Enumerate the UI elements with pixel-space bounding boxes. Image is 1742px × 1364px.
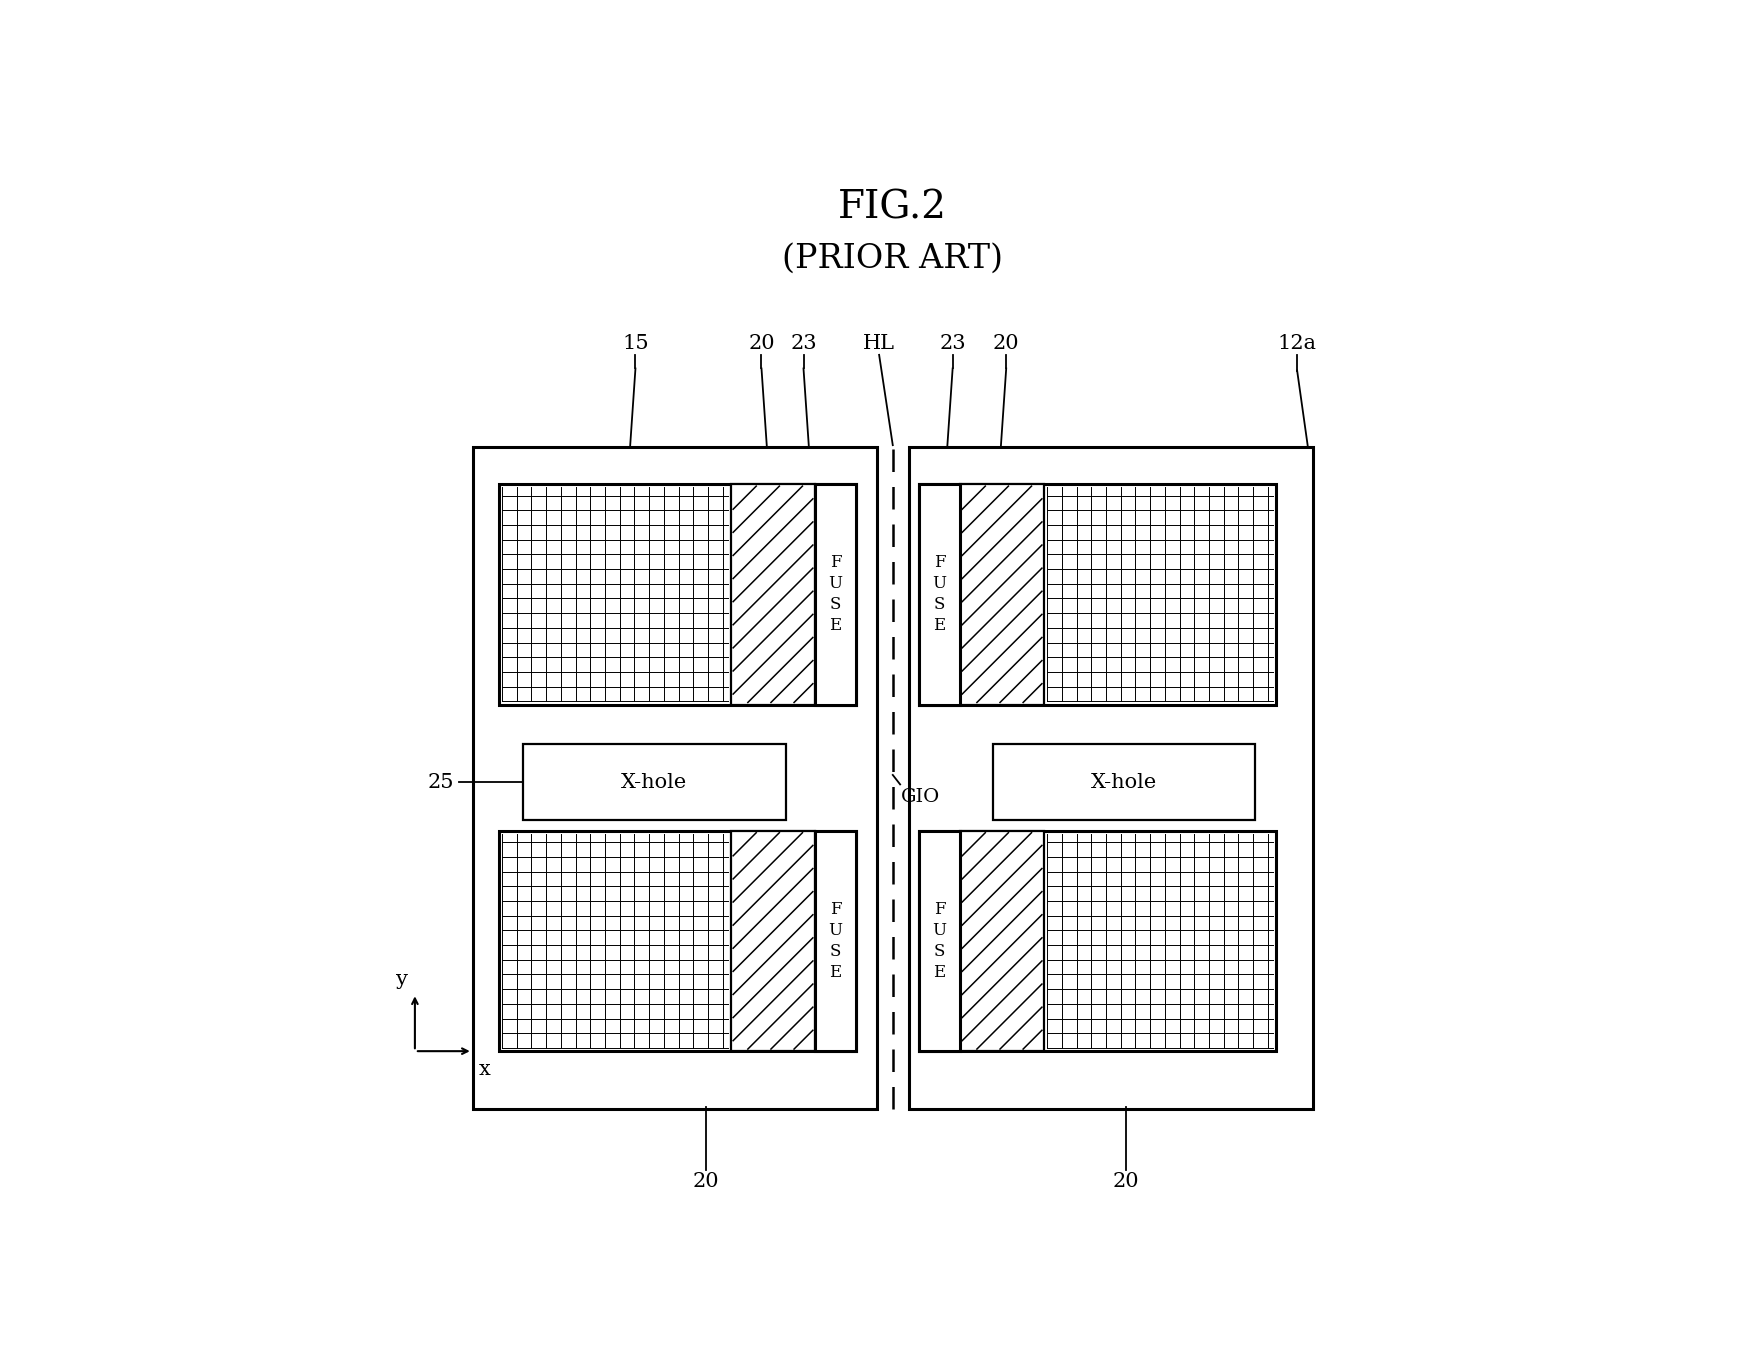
Bar: [960, 831, 1043, 1052]
Bar: [920, 484, 960, 705]
Bar: [732, 484, 815, 705]
Bar: [920, 831, 1277, 1052]
Bar: [909, 447, 1313, 1109]
Text: 20: 20: [693, 1172, 719, 1191]
Text: 23: 23: [791, 334, 817, 353]
Bar: [498, 484, 855, 705]
Bar: [920, 831, 960, 1052]
Text: X-hole: X-hole: [1090, 773, 1157, 791]
Bar: [993, 745, 1256, 820]
Text: 20: 20: [747, 334, 775, 353]
Text: (PRIOR ART): (PRIOR ART): [782, 243, 1003, 274]
Text: GIO: GIO: [901, 787, 941, 806]
Text: FIG.2: FIG.2: [838, 190, 948, 226]
Bar: [498, 831, 855, 1052]
Text: HL: HL: [862, 334, 895, 353]
Text: 25: 25: [427, 773, 453, 791]
Text: F
U
S
E: F U S E: [829, 554, 843, 634]
Bar: [472, 447, 876, 1109]
Text: F
U
S
E: F U S E: [829, 902, 843, 981]
Text: 20: 20: [1113, 1172, 1139, 1191]
Text: F
U
S
E: F U S E: [932, 902, 946, 981]
Text: F
U
S
E: F U S E: [932, 554, 946, 634]
Text: 12a: 12a: [1277, 334, 1317, 353]
Bar: [920, 484, 1277, 705]
Text: y: y: [395, 970, 408, 989]
Bar: [523, 745, 786, 820]
Bar: [732, 831, 815, 1052]
Text: 23: 23: [939, 334, 967, 353]
Bar: [815, 484, 855, 705]
Text: X-hole: X-hole: [622, 773, 688, 791]
Text: x: x: [479, 1060, 491, 1079]
Bar: [960, 484, 1043, 705]
Text: 15: 15: [622, 334, 648, 353]
Bar: [815, 831, 855, 1052]
Text: 20: 20: [993, 334, 1019, 353]
